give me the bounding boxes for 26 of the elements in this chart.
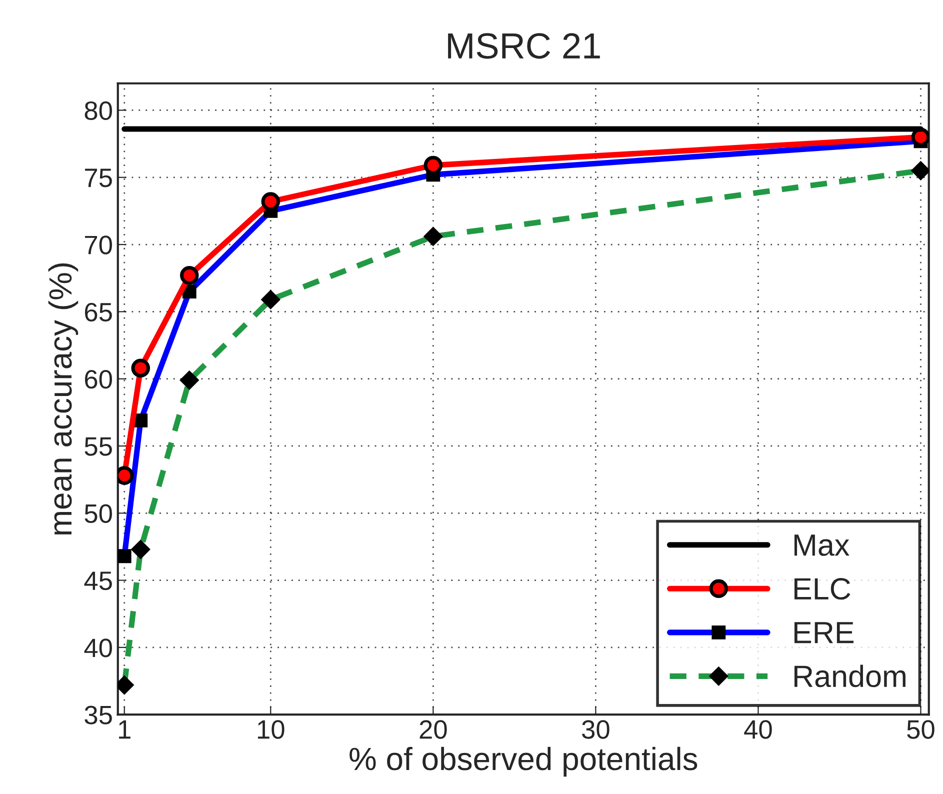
y-tick-label: 80 — [84, 101, 112, 120]
y-tick-label: 45 — [84, 572, 112, 590]
point — [131, 358, 150, 378]
y-tick-label: 75 — [85, 168, 112, 188]
y-tick-label: 65 — [85, 302, 112, 322]
y-axis-title: mean accuracy (%) — [48, 263, 78, 534]
legend-label: Random — [794, 664, 906, 688]
x-tick-label: 40 — [744, 720, 772, 739]
x-tick-label: 30 — [582, 720, 610, 739]
y-tick-label: 35 — [84, 706, 112, 724]
x-tick-label: 50 — [907, 720, 934, 739]
y-tick-label: 50 — [84, 504, 112, 523]
y-tick-label: 55 — [84, 437, 112, 456]
y-tick-label: 40 — [84, 638, 112, 658]
x-tick-label: 20 — [420, 720, 447, 739]
x-axis-title: % of observed potentials — [350, 746, 698, 777]
x-tick-label: 10 — [258, 720, 284, 739]
y-tick-label: 60 — [85, 370, 112, 389]
y-tick-label: 70 — [85, 236, 112, 254]
x-tick-label: 1 — [119, 720, 130, 739]
chart-title: MSRC 21 — [448, 33, 600, 59]
point — [180, 266, 199, 285]
legend-label: ELC — [794, 578, 850, 600]
point — [261, 192, 280, 211]
legend-label: ERE — [794, 622, 854, 644]
legend-label: Max — [794, 534, 850, 556]
